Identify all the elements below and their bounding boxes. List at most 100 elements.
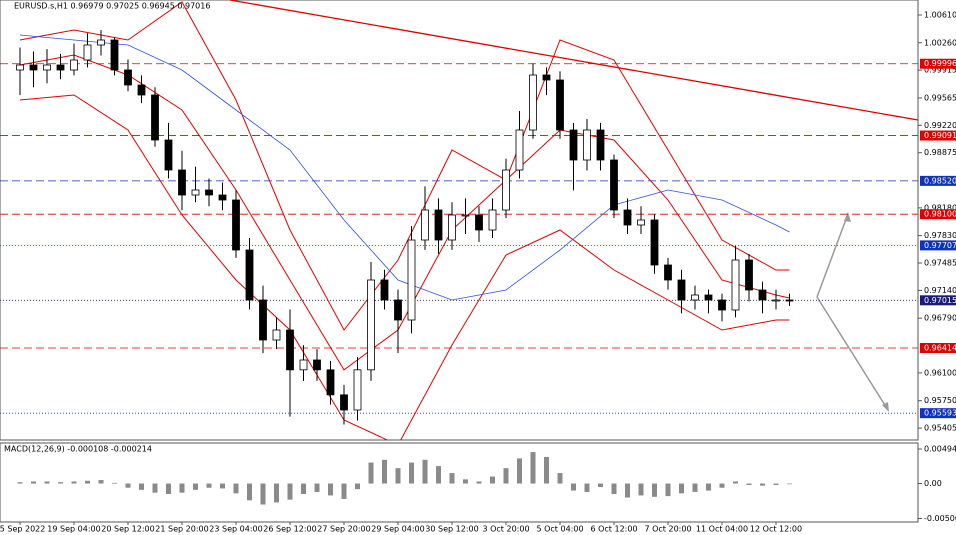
macd-bar — [733, 481, 738, 484]
y-tick-label: 0.97830 — [924, 231, 956, 240]
candle-body — [596, 129, 605, 161]
macd-bar — [260, 483, 266, 505]
macd-bar — [31, 481, 36, 484]
level-label: 0.97707 — [924, 241, 956, 250]
macd-bar — [382, 459, 387, 484]
y-tick-label: 0.96100 — [924, 368, 956, 377]
trend-line — [229, 0, 918, 121]
y-tick-label: 0.99220 — [924, 121, 956, 130]
x-tick-label: 7 Oct 20:00 — [644, 525, 691, 534]
candle-body — [164, 139, 173, 171]
y-tick-label: 0.95405 — [924, 424, 956, 433]
x-tick-label: 29 Sep 04:00 — [371, 525, 424, 534]
macd-bar — [530, 452, 536, 484]
candle-body — [205, 189, 213, 196]
candle-body — [232, 199, 240, 251]
level-label-box — [920, 343, 956, 354]
level-label: 0.97015 — [924, 296, 956, 305]
chart-title: EURUSD.s,H1 0.96979 0.97025 0.96945 0.97… — [14, 2, 210, 11]
candle-body — [502, 169, 510, 211]
macd-bar — [287, 483, 293, 500]
macd-bar — [476, 481, 482, 484]
candle-body — [340, 394, 348, 411]
candle-body — [731, 259, 740, 311]
macd-bar — [517, 458, 522, 484]
macd-bar — [247, 483, 252, 501]
x-tick-label: 30 Sep 12:00 — [425, 525, 478, 534]
x-tick-label: 26 Sep 12:00 — [263, 525, 316, 534]
main-panel — [0, 0, 919, 441]
macd-bar — [571, 483, 576, 491]
candle-body — [83, 44, 92, 61]
candle-body — [785, 299, 794, 302]
macd-bar — [58, 482, 63, 484]
candle-body — [178, 169, 186, 196]
candle-body — [70, 59, 78, 71]
candle-body — [637, 219, 645, 226]
macd-bar — [220, 483, 225, 489]
axis-layer: 1.00610 1.00260 0.99915 0.99565 0.99220 0.988… — [0, 11, 956, 534]
macd-bar — [98, 480, 104, 484]
candle-body — [691, 294, 699, 301]
macd-bar — [598, 483, 603, 488]
indicator-line — [19, 94, 790, 440]
macd-bar — [206, 483, 212, 488]
macd-bar — [692, 483, 698, 492]
macd-bar — [152, 483, 158, 493]
candle-body — [718, 299, 726, 311]
macd-bar — [193, 483, 198, 490]
candle-body — [97, 39, 105, 46]
candle-body — [745, 259, 753, 291]
candle-body — [137, 84, 146, 96]
candle-body — [326, 369, 335, 396]
candle-body — [245, 249, 254, 301]
macd-bar — [652, 483, 657, 497]
macd-bar — [112, 482, 117, 484]
y-tick-label: 0.98180 — [924, 203, 956, 212]
macd-bar — [638, 483, 644, 496]
candle-body — [299, 359, 308, 371]
macd-bar — [625, 483, 630, 498]
candle-body — [488, 209, 497, 231]
arrow-down-head — [882, 402, 889, 412]
macd-bar — [706, 483, 711, 491]
level-label: 0.98520 — [924, 176, 956, 185]
macd-bar — [314, 483, 320, 492]
macd-bar — [490, 476, 495, 484]
candle-body — [610, 159, 618, 211]
macd-bar — [773, 483, 779, 485]
candle-body — [772, 299, 780, 302]
level-label: 0.98100 — [924, 210, 956, 219]
candle-body — [110, 39, 119, 71]
candle-body — [394, 299, 402, 321]
macd-bar — [422, 459, 428, 484]
y-tick-label: 1.00610 — [924, 11, 956, 20]
candle-body — [218, 194, 227, 201]
macd-bar — [584, 483, 590, 492]
macd-bar — [233, 483, 239, 494]
macd-bar — [85, 480, 90, 484]
candle-body — [191, 189, 200, 196]
y-tick-label: 0.99915 — [924, 66, 956, 75]
arrow-up — [816, 213, 849, 298]
macd-bar — [503, 468, 509, 484]
candle-body — [272, 329, 281, 341]
candle-body — [286, 329, 294, 371]
candle-body — [380, 279, 389, 301]
y-tick-label: 0.004943 — [924, 444, 956, 453]
level-label: 0.95593 — [924, 409, 956, 418]
macd-bar — [395, 468, 401, 484]
macd-panel — [0, 442, 919, 523]
candle-body — [556, 79, 564, 131]
macd-bar — [139, 483, 144, 490]
candle-body — [677, 279, 686, 301]
indicator-line — [19, 34, 790, 301]
arrow-up-head — [844, 212, 851, 222]
macd-bar — [328, 483, 333, 496]
macd-bar — [746, 483, 752, 485]
drawings — [229, 0, 918, 412]
macd-bar — [301, 483, 306, 495]
macd-title: MACD(12,26,9) -0.000108 -0.000214 — [4, 445, 152, 454]
candle-body — [704, 294, 713, 301]
candle-body — [353, 369, 362, 411]
